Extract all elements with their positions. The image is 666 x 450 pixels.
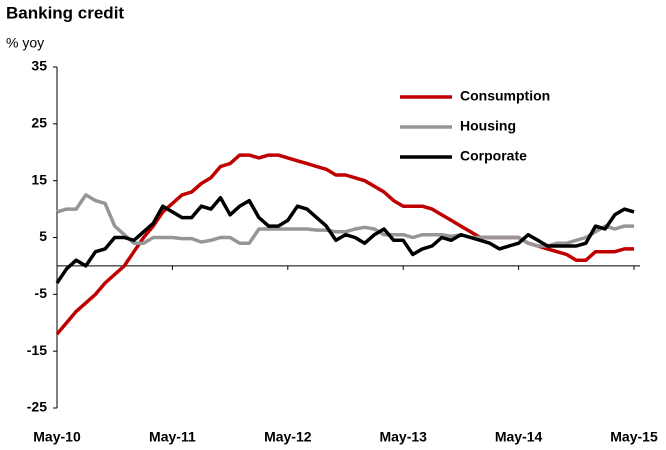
y-tick-label: -15 (27, 342, 47, 358)
y-tick-label: 15 (31, 171, 47, 187)
x-tick-label: May-12 (264, 429, 312, 445)
x-tick-label: May-10 (33, 429, 81, 445)
y-tick-label: 25 (31, 115, 47, 131)
legend-label: Housing (460, 118, 516, 134)
x-tick-label: May-15 (610, 429, 658, 445)
y-tick-label: 5 (39, 228, 47, 244)
legend-label: Corporate (460, 148, 527, 164)
x-tick-label: May-11 (149, 429, 196, 445)
y-tick-label: -25 (27, 399, 47, 415)
y-tick-label: -5 (35, 285, 48, 301)
line-corporate (55, 195, 635, 284)
x-tick-label: May-13 (379, 429, 427, 445)
legend-label: Consumption (460, 88, 550, 104)
y-tick-label: 35 (31, 58, 47, 74)
x-tick-label: May-14 (495, 429, 543, 445)
chart-subtitle: % yoy (6, 35, 44, 51)
chart-title: Banking credit (6, 3, 124, 22)
line-housing (56, 193, 634, 248)
